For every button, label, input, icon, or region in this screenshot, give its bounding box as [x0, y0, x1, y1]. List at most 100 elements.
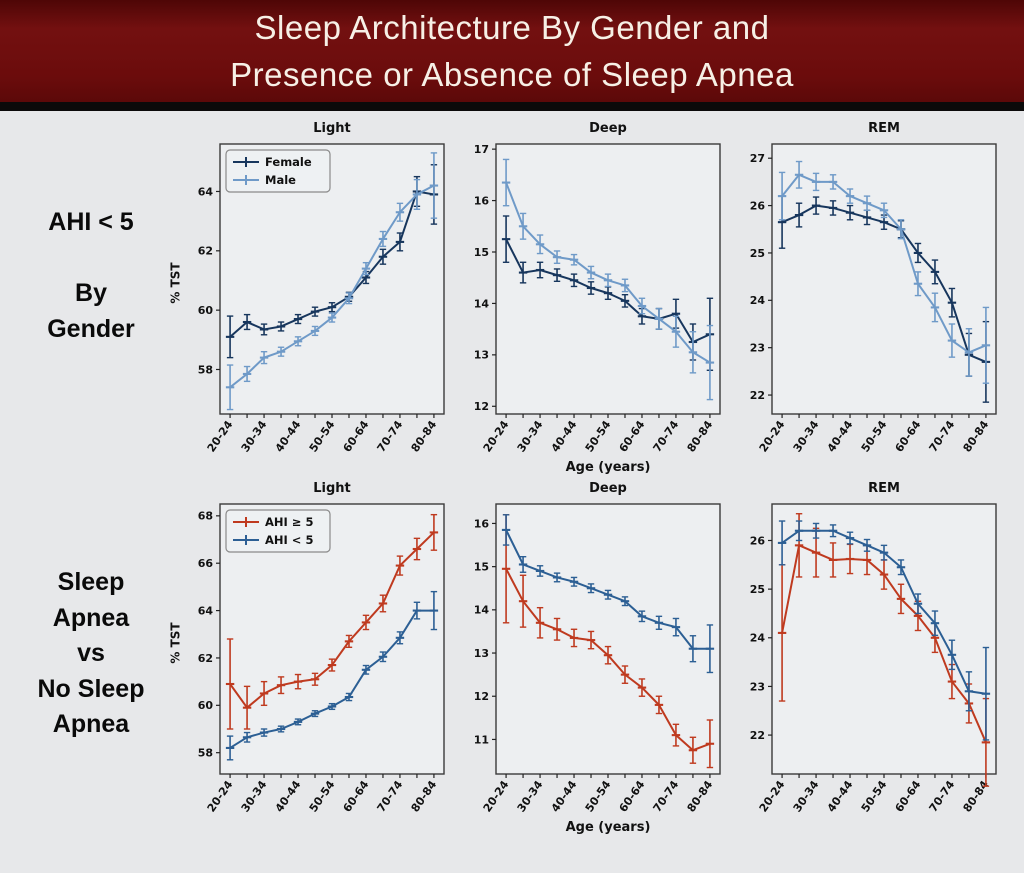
x-tick-label: 40-44 — [549, 778, 580, 815]
y-tick-label: 26 — [750, 199, 766, 212]
legend-label: Male — [265, 173, 296, 187]
x-tick-label: 60-64 — [341, 418, 372, 455]
y-tick-label: 24 — [750, 632, 766, 645]
x-tick-label: 50-54 — [307, 778, 338, 815]
y-tick-label: 24 — [750, 294, 766, 307]
y-tick-label: 14 — [474, 604, 490, 617]
x-tick-label: 40-44 — [825, 418, 856, 455]
plot-gender-deep: 12 13 14 15 16 17 20-24 30-34 40-44 50-54 60-64 70-… — [462, 138, 726, 464]
chart-svg-light: 58 60 62 64 20-24 30-34 40-44 50-54 60-64 70-74 80… — [198, 143, 445, 455]
panel-title-light: Light — [313, 121, 351, 136]
y-tick-label: 17 — [474, 143, 489, 156]
plot-background — [495, 503, 721, 775]
plot-gender-light: 58 60 62 64 20-24 30-34 40-44 50-54 60-64 70-74 80… — [186, 138, 450, 464]
x-tick-label: 20-24 — [481, 418, 512, 455]
x-tick-label: 40-44 — [273, 418, 304, 455]
chart-apnea-deep: Deep 11 12 13 14 15 16 20-24 30-34 40-44 50-54 60-… — [462, 481, 726, 824]
panel-title-rem: REM — [868, 121, 900, 136]
y-tick-label: 64 — [198, 185, 214, 198]
plot-apnea-rem: 22 23 24 25 26 20-24 30-34 40-44 50-54 60-64 70-74… — [738, 498, 1002, 824]
y-axis-label-row1: % TST — [169, 262, 183, 304]
row-label-by-gender: AHI < 5 By Gender — [47, 208, 135, 343]
chart-svg-deep: 12 13 14 15 16 17 20-24 30-34 40-44 50-54 60-64 70-… — [474, 143, 721, 455]
series-Male — [501, 158, 715, 401]
y-tick-label: 64 — [198, 604, 214, 617]
chart-svg-light: 58 60 62 64 66 68 20-24 30-34 40-44 50-54 60-64 70-… — [198, 503, 445, 815]
legend-label: AHI < 5 — [265, 533, 313, 547]
x-tick-label: 70-74 — [651, 778, 682, 815]
x-axis-label-row2: Age (years) — [565, 820, 651, 835]
x-tick-label: 40-44 — [549, 418, 580, 455]
x-tick-label: 70-74 — [651, 418, 682, 455]
legend-box — [225, 149, 331, 193]
chart-apnea-rem: REM 22 23 24 25 26 20-24 30-34 40-44 50-54 60-64 7… — [738, 481, 1002, 824]
chart-svg-rem: 22 23 24 25 26 27 20-24 30-34 40-44 50-54 60-64 70-… — [750, 143, 997, 455]
chart-svg-deep: 11 12 13 14 15 16 20-24 30-34 40-44 50-54 60-64 70-… — [474, 503, 721, 815]
x-tick-label: 20-24 — [481, 778, 512, 815]
row-by-gender: AHI < 5 By Gender % TST Light 58 60 62 64 20… — [16, 121, 1024, 475]
x-tick-label: 30-34 — [239, 778, 270, 815]
x-tick-label: 70-74 — [927, 418, 958, 455]
panel-title-deep: Deep — [589, 481, 627, 496]
chart-gender-light: Light 58 60 62 64 20-24 30-34 40-44 50-54 60-64 7… — [186, 121, 450, 464]
x-tick-label: 40-44 — [825, 778, 856, 815]
x-tick-label: 20-24 — [205, 778, 236, 815]
x-tick-label: 70-74 — [375, 778, 406, 815]
y-tick-label: 13 — [474, 647, 489, 660]
x-tick-label: 70-74 — [375, 418, 406, 455]
panels-row2: Light 58 60 62 64 66 68 20-24 30-34 40-44 50-54 60… — [186, 481, 1002, 835]
y-tick-label: 23 — [750, 342, 765, 355]
y-tick-label: 26 — [750, 534, 766, 547]
y-tick-label: 25 — [750, 247, 765, 260]
chart-gender-rem: REM 22 23 24 25 26 27 20-24 30-34 40-44 50-54 60-6… — [738, 121, 1002, 464]
legend-box — [225, 509, 331, 553]
y-tick-label: 15 — [474, 246, 489, 259]
x-tick-label: 80-84 — [961, 418, 992, 455]
series-AHI ≥ 5 — [225, 513, 439, 730]
y-tick-label: 60 — [198, 699, 214, 712]
legend-label: Female — [265, 155, 312, 169]
legend: AHI ≥ 5 AHI < 5 — [225, 509, 331, 553]
y-tick-label: 62 — [198, 652, 213, 665]
x-tick-label: 80-84 — [685, 778, 716, 815]
x-tick-label: 80-84 — [409, 418, 440, 455]
series-Male — [225, 152, 439, 411]
plot-gender-rem: 22 23 24 25 26 27 20-24 30-34 40-44 50-54 60-64 70-… — [738, 138, 1002, 464]
y-tick-label: 12 — [474, 690, 489, 703]
y-axis-label-row2: % TST — [169, 622, 183, 664]
title-separator — [0, 102, 1024, 111]
y-tick-label: 16 — [474, 194, 490, 207]
y-tick-label: 12 — [474, 400, 489, 413]
y-tick-label: 14 — [474, 297, 490, 310]
y-tick-label: 62 — [198, 245, 213, 258]
y-tick-label: 23 — [750, 680, 765, 693]
chart-svg-rem: 22 23 24 25 26 20-24 30-34 40-44 50-54 60-64 70-74… — [750, 503, 997, 815]
plot-background — [771, 143, 997, 415]
x-tick-label: 50-54 — [307, 418, 338, 455]
x-tick-label: 80-84 — [961, 778, 992, 815]
series-Female — [225, 164, 439, 359]
y-tick-label: 58 — [198, 363, 213, 376]
row-apnea: Sleep Apnea vs No Sleep Apnea % TST Ligh… — [16, 481, 1024, 835]
x-tick-label: 30-34 — [791, 778, 822, 815]
x-axis-label-row1: Age (years) — [565, 460, 651, 475]
x-tick-label: 60-64 — [893, 778, 924, 815]
x-tick-label: 40-44 — [273, 778, 304, 815]
y-tick-label: 15 — [474, 560, 489, 573]
plot-background — [771, 503, 997, 775]
row-label-apnea: Sleep Apnea vs No Sleep Apnea — [37, 568, 145, 738]
x-tick-label: 50-54 — [583, 778, 614, 815]
x-tick-label: 50-54 — [859, 778, 890, 815]
x-tick-label: 20-24 — [757, 778, 788, 815]
panel-title-light: Light — [313, 481, 351, 496]
x-tick-label: 70-74 — [927, 778, 958, 815]
x-tick-label: 50-54 — [583, 418, 614, 455]
legend-label: AHI ≥ 5 — [265, 515, 313, 529]
x-tick-label: 30-34 — [515, 778, 546, 815]
series-AHI < 5 — [225, 590, 439, 761]
slide: Sleep Architecture By Gender and Presenc… — [0, 0, 1024, 835]
x-tick-label: 20-24 — [205, 418, 236, 455]
y-tick-label: 16 — [474, 517, 490, 530]
y-tick-label: 60 — [198, 304, 214, 317]
y-tick-label: 66 — [198, 557, 214, 570]
